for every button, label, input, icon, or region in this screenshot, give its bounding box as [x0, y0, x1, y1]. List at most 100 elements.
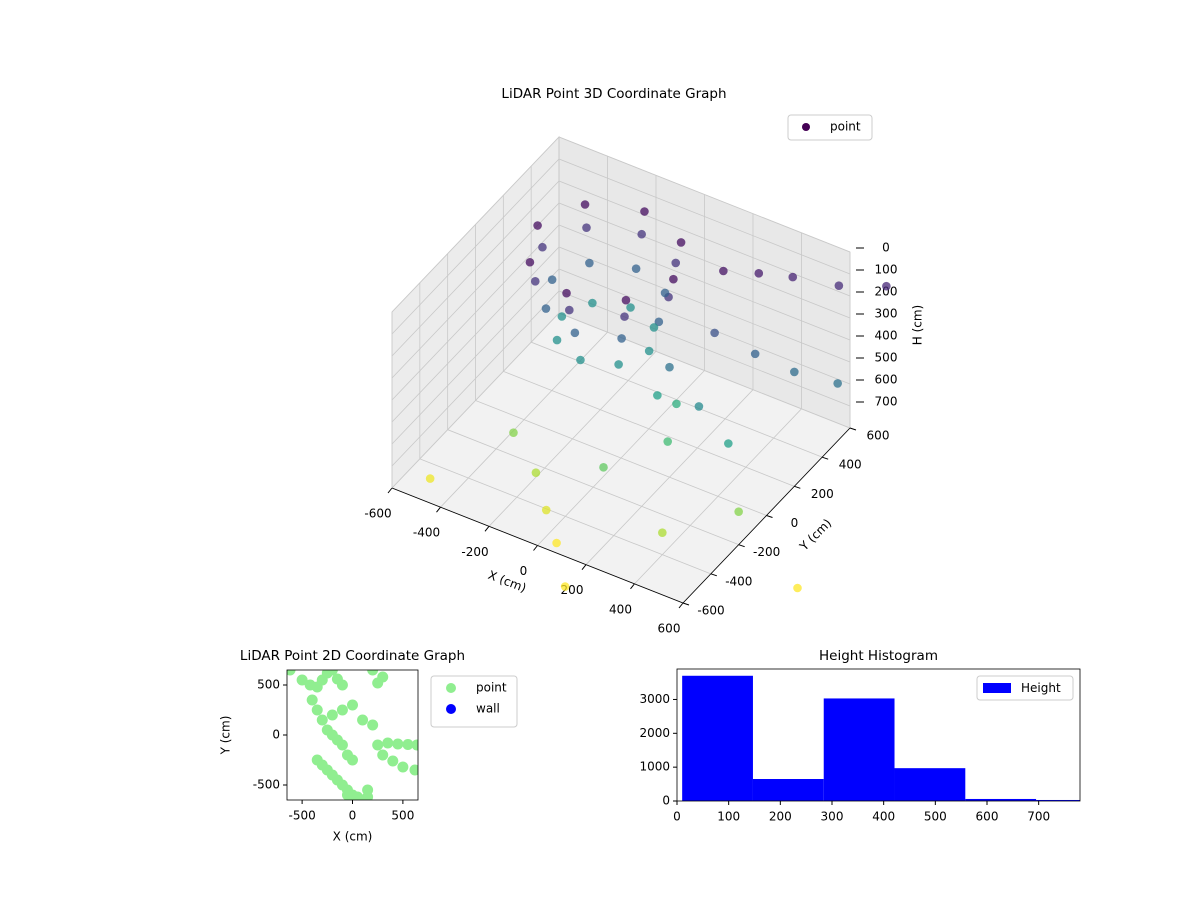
y-tick — [794, 485, 801, 489]
point — [626, 303, 635, 312]
legend-marker — [983, 683, 1011, 693]
y-tick-label: 2000 — [639, 726, 670, 740]
point — [387, 755, 399, 767]
legend-label: point — [476, 681, 507, 695]
y-tick-label: 500 — [257, 678, 280, 692]
y-tick — [822, 456, 829, 460]
point — [585, 258, 594, 268]
y-tick-label: 200 — [811, 487, 834, 501]
grid-line — [502, 195, 795, 487]
point — [316, 714, 328, 726]
point — [425, 474, 435, 483]
y-tick — [849, 427, 857, 431]
point — [790, 367, 799, 377]
y-tick-label: 0 — [791, 516, 799, 530]
grid-line — [391, 268, 851, 445]
point — [658, 528, 667, 537]
point — [409, 764, 418, 776]
point — [336, 679, 348, 691]
point — [614, 360, 623, 369]
x-tick — [484, 526, 490, 532]
x-tick — [533, 545, 538, 551]
x-tick-label: 0 — [349, 809, 357, 823]
y-axis-label: Y (cm) — [219, 716, 233, 756]
legend-label: point — [830, 120, 861, 134]
point — [672, 399, 681, 409]
x-tick-label: 200 — [769, 810, 792, 824]
point — [372, 677, 384, 689]
point — [341, 789, 353, 800]
legend-label: Height — [1021, 681, 1061, 695]
grid-line — [391, 224, 851, 401]
legend-box — [976, 675, 1074, 701]
y-tick-label: -200 — [753, 545, 780, 559]
y-tick-label: 0 — [272, 728, 280, 742]
bar — [965, 798, 1037, 801]
point — [336, 739, 348, 751]
point — [552, 538, 561, 548]
x-tick-label: -400 — [413, 526, 440, 540]
point — [710, 328, 719, 338]
bar — [823, 698, 895, 801]
bar — [752, 779, 824, 801]
point — [621, 295, 631, 305]
y-tick — [682, 602, 690, 606]
bar — [894, 768, 966, 801]
legend-box — [787, 114, 873, 141]
point — [531, 468, 541, 477]
point — [347, 699, 358, 711]
x-tick-label: 500 — [924, 810, 947, 824]
x-tick — [630, 583, 635, 590]
x-tick-label: 600 — [976, 810, 999, 824]
point — [631, 264, 641, 273]
point — [793, 583, 802, 593]
grid-line — [558, 137, 851, 429]
z-axis-label: H (cm) — [911, 305, 925, 346]
x-tick — [581, 564, 587, 570]
grid-line — [391, 180, 851, 357]
point — [525, 257, 535, 267]
chart-title: LiDAR Point 3D Coordinate Graph — [501, 86, 726, 102]
chart-title: Height Histogram — [819, 648, 938, 664]
legend-marker — [446, 704, 456, 714]
point — [336, 704, 348, 716]
point — [287, 670, 296, 676]
y-tick-label: -400 — [725, 574, 752, 588]
point — [552, 335, 562, 345]
point — [509, 428, 518, 438]
point — [372, 739, 384, 751]
grid-line — [447, 253, 739, 546]
point — [637, 229, 646, 239]
y-tick-label: 1000 — [639, 760, 670, 774]
point — [392, 738, 404, 750]
x-tick-label: 300 — [821, 810, 844, 824]
grid-line — [391, 202, 851, 379]
z-tick-label: 600 — [875, 373, 898, 387]
point — [644, 346, 654, 356]
point — [694, 402, 704, 411]
point — [541, 505, 551, 515]
y-tick-label: 0 — [662, 794, 670, 808]
point — [665, 362, 674, 372]
axes-frame — [286, 669, 419, 801]
point — [599, 463, 608, 472]
point — [588, 298, 597, 308]
y-axis — [682, 427, 851, 604]
point — [367, 719, 379, 731]
x-axis-label: X (cm) — [333, 830, 373, 844]
point — [570, 328, 580, 338]
point — [580, 200, 590, 209]
y-tick — [738, 544, 745, 548]
point — [654, 317, 664, 327]
point — [734, 507, 743, 516]
point — [565, 305, 574, 315]
plot-area — [287, 670, 418, 800]
legend-marker — [446, 683, 456, 693]
axes-frame — [676, 668, 1081, 802]
point — [833, 379, 842, 388]
point — [377, 749, 389, 761]
point — [719, 266, 728, 276]
point — [676, 238, 686, 247]
point — [557, 312, 567, 321]
